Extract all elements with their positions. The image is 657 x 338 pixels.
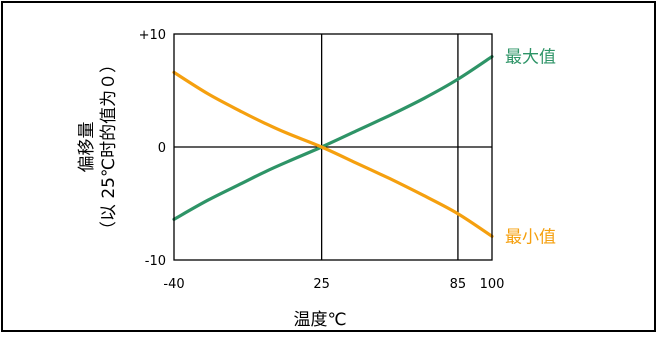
plot-area-border (173, 33, 493, 261)
y-axis-title-line1: 偏移量 (77, 122, 97, 173)
series-line-2 (172, 70, 494, 238)
series-label-2: 最小值 (505, 227, 556, 247)
y-tick-label: +10 (139, 28, 166, 43)
series-label-1: 最大值 (505, 48, 556, 68)
y-tick-label: 0 (158, 141, 166, 156)
x-tick-label: 85 (450, 277, 467, 292)
x-tick-label: 25 (313, 277, 330, 292)
y-axis-title: 偏移量 （以 25℃时的值为０） (77, 56, 119, 238)
outer-border (1, 1, 656, 332)
x-tick-label: 100 (480, 277, 505, 292)
x-tick-label: -40 (163, 277, 184, 292)
y-tick-label: -10 (145, 254, 166, 269)
y-axis-title-line2: （以 25℃时的值为０） (99, 56, 119, 238)
x-axis-title: 温度℃ (293, 310, 346, 330)
